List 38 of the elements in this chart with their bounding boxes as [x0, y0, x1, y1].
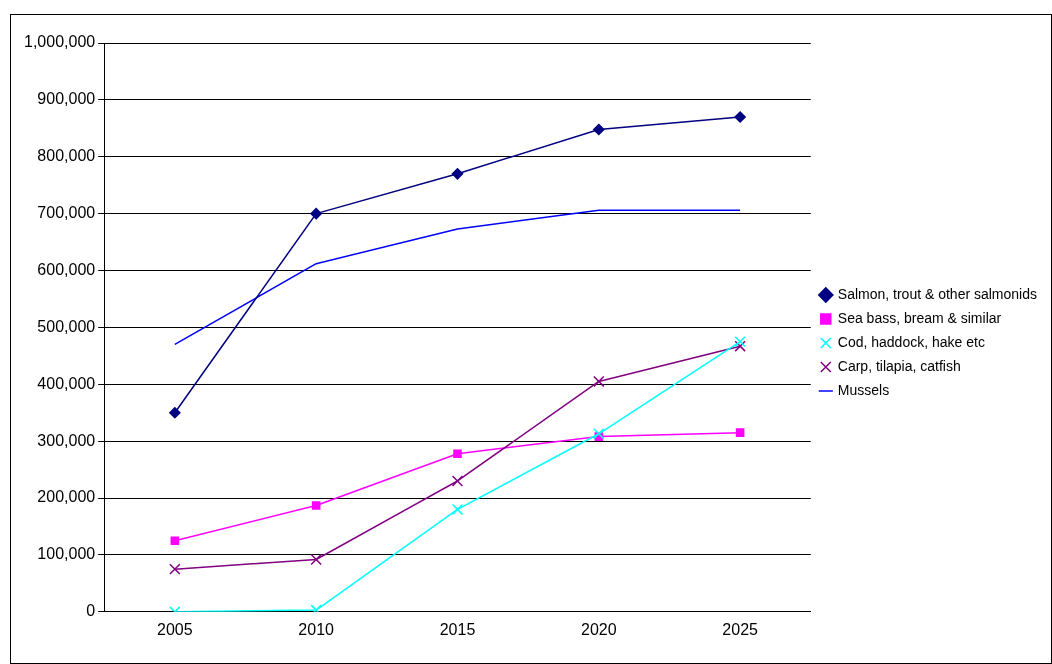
point — [451, 168, 464, 180]
y-tick-label: 900,000 — [37, 90, 96, 108]
point — [593, 123, 605, 136]
y-tick-label: 400,000 — [37, 374, 96, 392]
y-tick-label: 700,000 — [37, 204, 96, 222]
point — [310, 553, 322, 566]
point — [310, 207, 322, 220]
x-tick-label: 2010 — [298, 620, 335, 638]
x-tick-label: 2005 — [157, 620, 193, 638]
point — [453, 449, 462, 458]
point — [734, 335, 746, 348]
legend-label: Cod, haddock, hake etc — [837, 333, 985, 350]
point — [169, 406, 181, 419]
legend-label: Mussels — [837, 381, 890, 398]
point — [593, 375, 605, 388]
legend-label: Salmon, trout & other salmonids — [837, 285, 1038, 302]
point — [170, 536, 180, 545]
x-tick-label: 2020 — [581, 620, 617, 638]
x-tick-label: 2015 — [439, 620, 476, 638]
x-tick-label: 2025 — [722, 620, 759, 638]
y-tick-label: 800,000 — [37, 147, 96, 165]
y-tick-label: 300,000 — [37, 431, 96, 449]
point — [734, 111, 746, 123]
y-tick-label: 200,000 — [37, 488, 96, 506]
legend-label: Sea bass, bream & similar — [837, 309, 1002, 326]
y-tick-label: 600,000 — [37, 260, 96, 278]
legend-label: Carp, tilapia, catfish — [837, 357, 961, 374]
point — [593, 428, 605, 440]
point — [734, 340, 746, 352]
y-tick-label: 1,000,000 — [23, 33, 96, 51]
y-tick-label: 0 — [86, 602, 96, 620]
point — [169, 563, 181, 575]
point — [451, 503, 464, 516]
y-tick-label: 100,000 — [37, 545, 96, 563]
point — [735, 428, 745, 437]
y-tick-label: 500,000 — [37, 317, 96, 335]
point — [451, 475, 464, 487]
point — [311, 501, 321, 510]
